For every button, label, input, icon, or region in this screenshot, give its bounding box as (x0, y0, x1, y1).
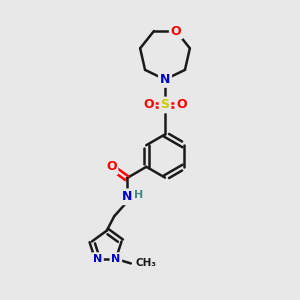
Text: O: O (106, 160, 116, 173)
Text: N: N (93, 254, 102, 264)
Text: N: N (111, 254, 121, 264)
Text: CH₃: CH₃ (135, 258, 156, 268)
Text: N: N (160, 73, 170, 86)
Text: O: O (143, 98, 154, 112)
Text: S: S (160, 98, 169, 112)
Text: N: N (122, 190, 132, 203)
Text: O: O (176, 98, 187, 112)
Text: H: H (134, 190, 143, 200)
Text: O: O (171, 25, 182, 38)
